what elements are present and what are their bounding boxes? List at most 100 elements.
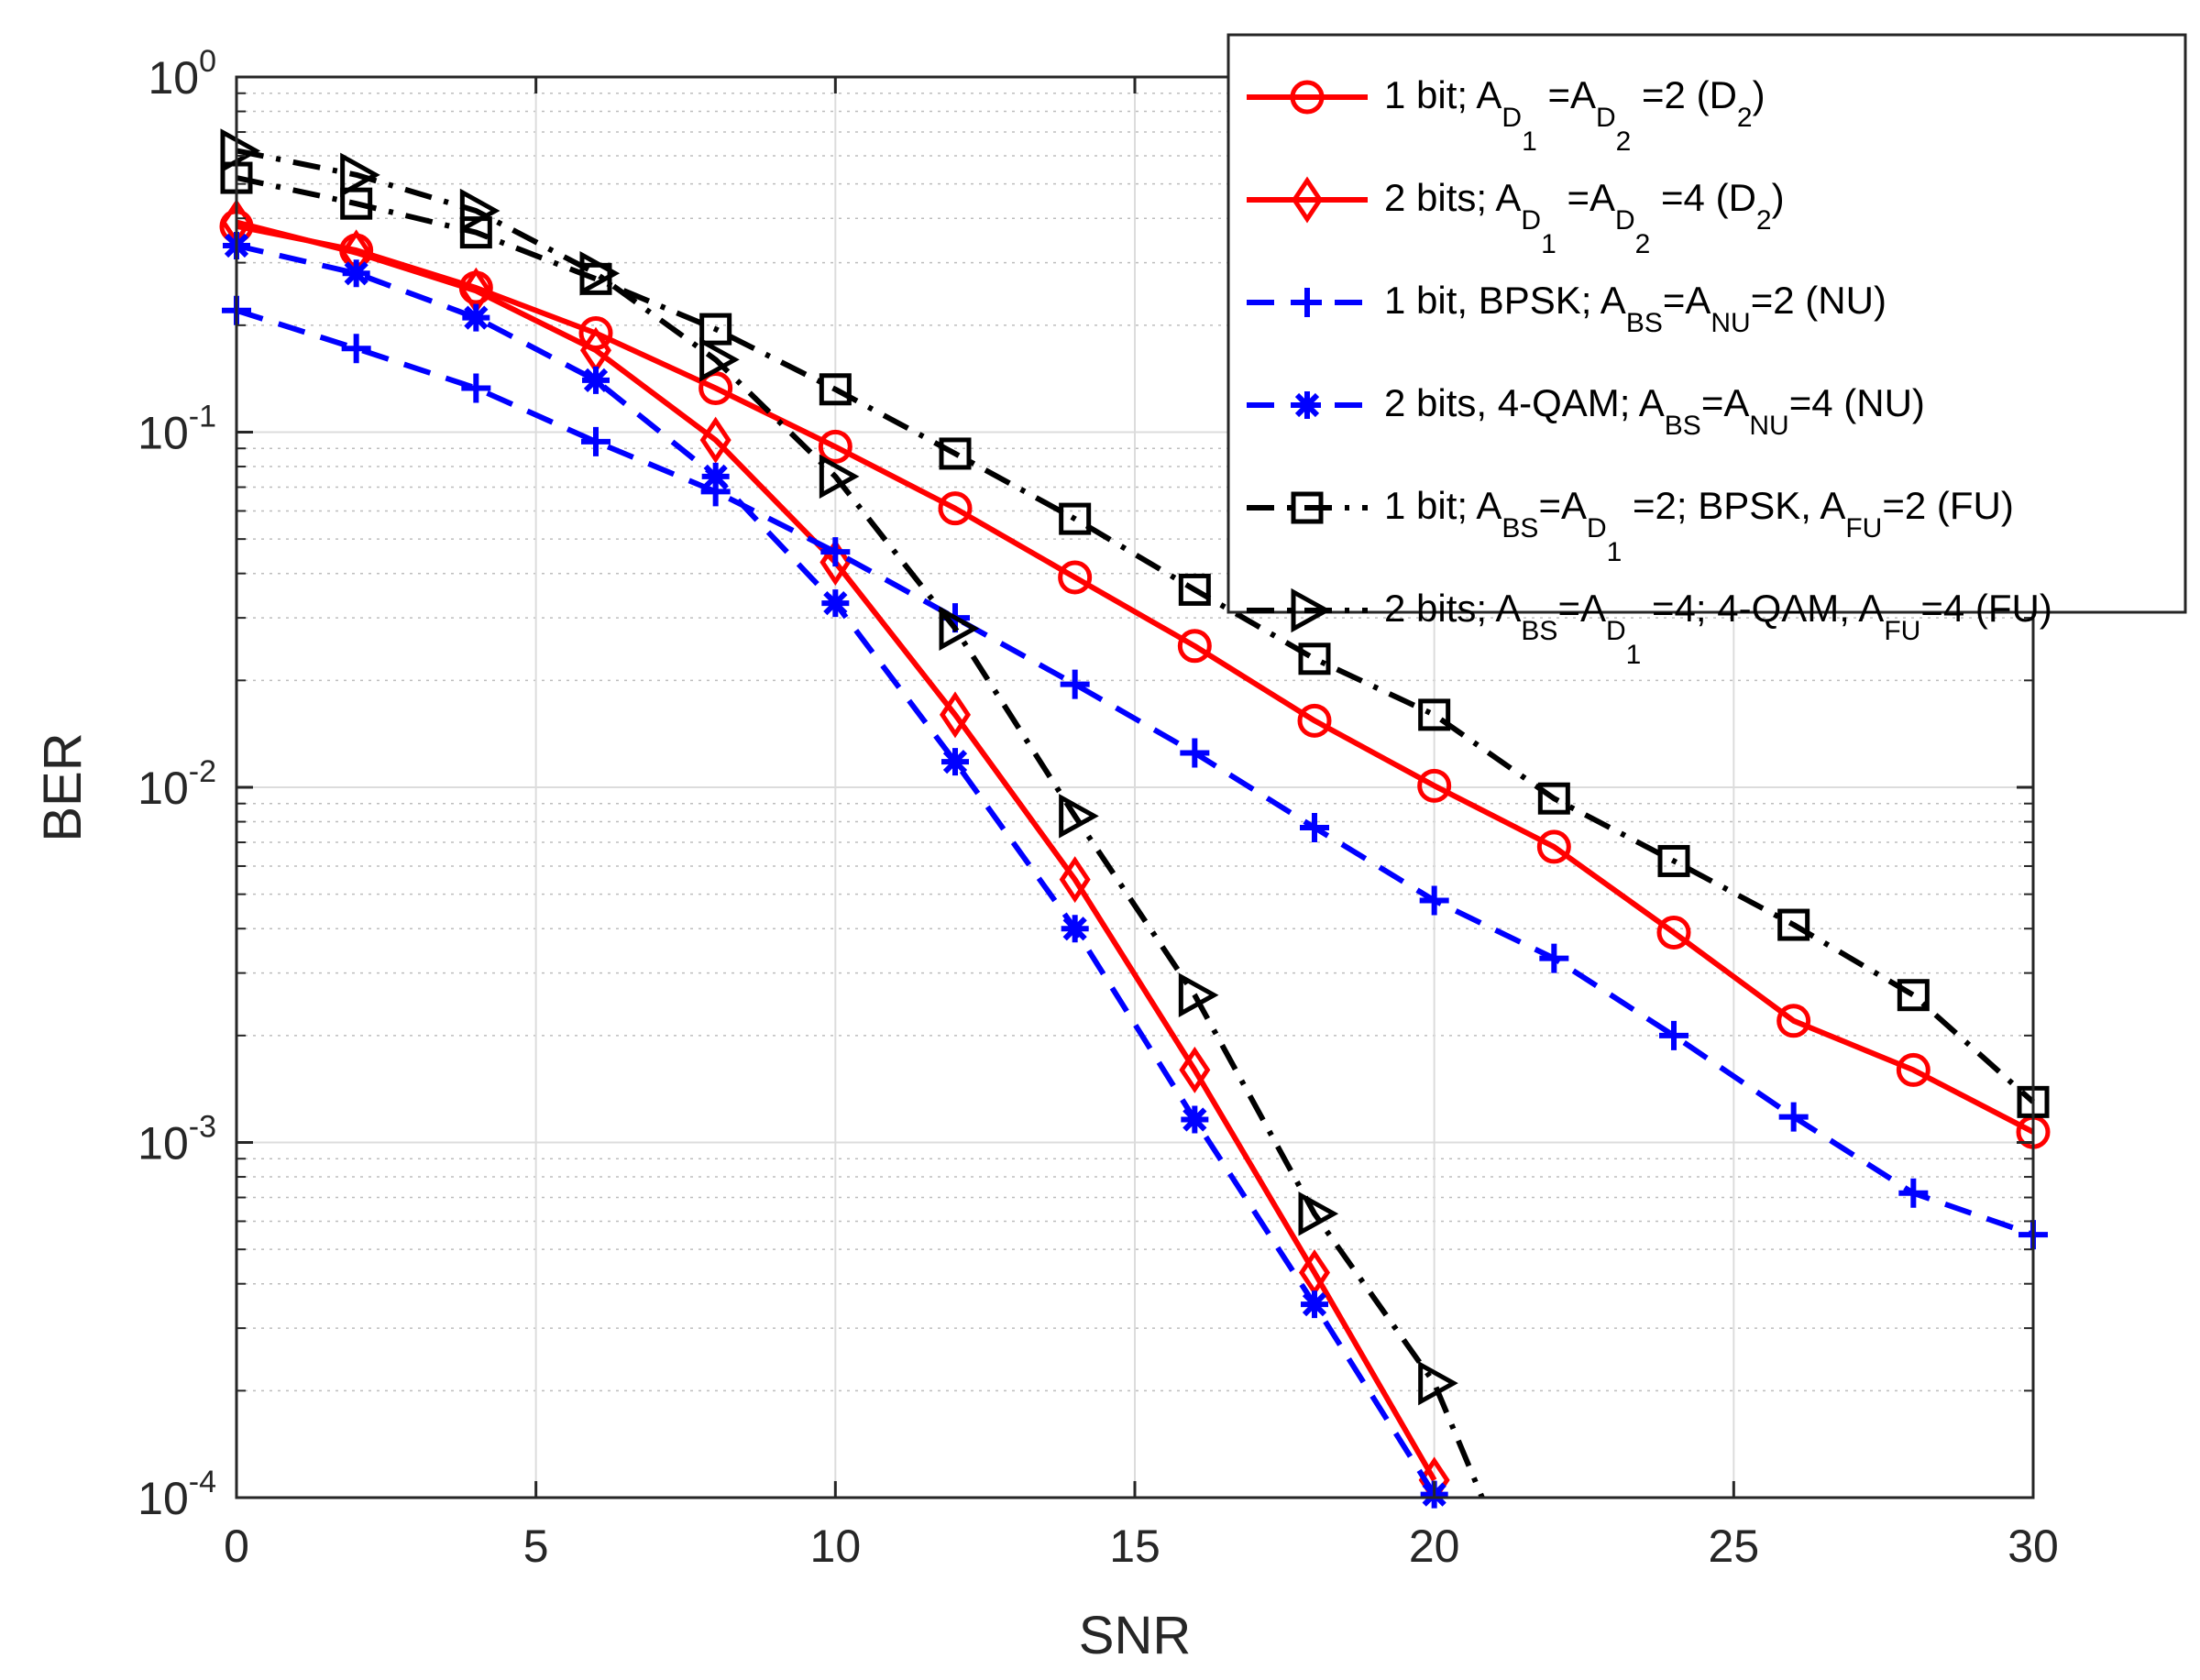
legend-entry: 1 bit; ABS=AD1 =2; BPSK, AFU=2 (FU) <box>1247 484 2014 567</box>
data-point <box>1301 1290 1328 1319</box>
series-line <box>236 307 2034 1237</box>
data-point <box>459 216 492 249</box>
data-point <box>1297 703 1332 738</box>
data-point <box>1778 1102 1809 1132</box>
data-point <box>1657 844 1690 877</box>
data-point <box>1061 915 1089 943</box>
data-point <box>701 462 730 490</box>
data-point <box>1059 856 1091 904</box>
data-point <box>459 188 500 234</box>
series-line <box>236 175 2035 1104</box>
data-point <box>1059 794 1099 839</box>
data-point <box>1897 979 1930 1012</box>
data-point <box>1178 573 1211 606</box>
legend-marker <box>1292 288 1322 317</box>
data-point <box>699 313 732 346</box>
data-point <box>340 187 373 220</box>
legend-label: 1 bit; ABS=AD1 =2; BPSK, AFU=2 (FU) <box>1384 484 2014 567</box>
x-tick-label: 20 <box>1409 1521 1460 1572</box>
x-tick-label: 15 <box>1109 1521 1160 1572</box>
data-point <box>581 426 610 456</box>
legend-marker <box>1291 491 1324 524</box>
data-point <box>1298 642 1331 675</box>
legend-label: 1 bit; AD1 =AD2 =2 (D2) <box>1384 73 1766 157</box>
data-point <box>1539 943 1569 973</box>
series-6 <box>220 128 1485 1499</box>
data-point <box>1298 1191 1339 1236</box>
x-tick-label: 25 <box>1709 1521 1760 1572</box>
data-point <box>342 259 370 288</box>
data-point <box>820 539 852 587</box>
data-point <box>1776 1004 1811 1038</box>
data-point <box>699 337 740 382</box>
data-point <box>1419 885 1449 916</box>
legend-entry: 2 bits; AD1 =AD2 =4 (D2) <box>1247 176 1785 259</box>
data-point <box>1177 629 1212 664</box>
data-point <box>1060 669 1090 699</box>
data-point <box>1417 768 1452 803</box>
data-point <box>1180 738 1210 768</box>
y-tick-label: 100 <box>148 44 216 104</box>
legend: 1 bit; AD1 =AD2 =2 (D2) 2 bits; AD1 =AD2 … <box>1226 33 2187 670</box>
data-point <box>941 748 969 776</box>
legend-marker <box>1291 587 1332 633</box>
legend-marker <box>1291 176 1324 224</box>
data-point <box>818 429 852 464</box>
legend-label: 1 bit, BPSK; ABS=ANU=2 (NU) <box>1384 279 1886 338</box>
data-point <box>939 691 972 739</box>
y-axis-label: BER <box>33 732 93 841</box>
data-point <box>1536 829 1571 864</box>
y-tick-label: 10-3 <box>138 1110 216 1169</box>
legend-marker <box>1290 80 1325 115</box>
legend-entry: 1 bit, BPSK; ABS=ANU=2 (NU) <box>1247 279 1886 338</box>
data-point <box>1898 1178 1929 1208</box>
x-tick-label: 30 <box>2008 1521 2059 1572</box>
data-point <box>821 589 850 618</box>
data-point <box>1537 782 1570 815</box>
x-axis-label: SNR <box>1079 1606 1191 1665</box>
x-tick-label: 10 <box>810 1521 862 1572</box>
data-point <box>1896 1052 1930 1087</box>
data-point <box>582 366 610 394</box>
data-point <box>1656 915 1691 950</box>
legend-entry: 2 bits; ABS=AD1 =4; 4-QAM, AFU=4 (FU) <box>1247 587 2052 670</box>
x-tick-label: 0 <box>224 1521 249 1572</box>
data-point <box>1181 1105 1209 1134</box>
data-point <box>1418 1360 1458 1406</box>
y-tick-label: 10-1 <box>138 400 216 459</box>
series-line <box>236 223 2035 1135</box>
data-point <box>220 128 261 173</box>
data-point <box>1659 1020 1688 1050</box>
y-tick-label: 10-4 <box>138 1465 216 1524</box>
series-3 <box>222 295 2048 1250</box>
y-tick-label: 10-2 <box>138 754 216 814</box>
data-point <box>1059 502 1092 535</box>
data-point <box>699 416 732 464</box>
data-point <box>939 606 980 651</box>
data-point <box>698 371 733 406</box>
legend-entry: 1 bit; AD1 =AD2 =2 (D2) <box>1247 73 1766 157</box>
x-tick-label: 5 <box>523 1521 549 1572</box>
data-point <box>461 373 491 403</box>
data-point <box>939 437 972 470</box>
legend-label: 2 bits, 4-QAM; ABS=ANU=4 (NU) <box>1384 381 1925 441</box>
data-point <box>1300 812 1329 842</box>
series-4 <box>223 232 1448 1509</box>
series-line <box>236 148 1485 1499</box>
data-point <box>462 303 490 332</box>
data-point <box>341 334 371 364</box>
data-point <box>938 491 973 526</box>
data-point <box>819 373 852 406</box>
data-point <box>819 454 860 500</box>
legend-marker <box>1293 391 1321 419</box>
data-point <box>1058 560 1093 595</box>
data-point <box>820 537 851 567</box>
axis-ticks: 0 5 10 15 20 25 30 100 10-1 10-2 10-3 10-4 <box>138 44 2059 1572</box>
legend-label: 2 bits; AD1 =AD2 =4 (D2) <box>1384 176 1785 259</box>
data-point <box>1777 908 1810 941</box>
data-point <box>1418 698 1451 731</box>
data-point <box>1178 972 1219 1017</box>
legend-box <box>1226 33 2187 614</box>
legend-label: 2 bits; ABS=AD1 =4; 4-QAM, AFU=4 (FU) <box>1384 587 2052 670</box>
